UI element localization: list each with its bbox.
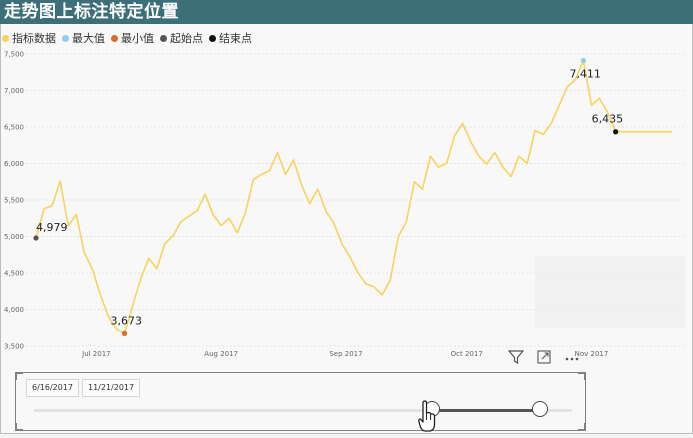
hand-cursor-icon [418,400,436,438]
line-chart: 3,500 4,000 4,500 5,000 5,500 6,000 6,500 7,000… [4,51,686,358]
legend-label: 起始点 [170,32,203,45]
filter-icon[interactable] [505,347,527,367]
legend-label: 结束点 [219,32,252,45]
visual-header [505,347,583,367]
y-tick-label: 6,500 [4,124,24,132]
x-tick-label: Aug 2017 [204,350,238,358]
tooltip-ghost [535,256,685,328]
slider-track[interactable] [34,409,572,412]
resize-handle[interactable] [578,423,586,431]
legend-marker-icon [160,34,167,42]
min-point-marker [121,330,128,336]
legend-item[interactable]: 起始点 [160,30,203,46]
more-options-icon[interactable] [561,347,583,367]
slider-selected-range [432,409,540,412]
max-data-label: 7,411 [569,67,601,80]
resize-handle[interactable] [15,372,23,380]
x-tick-label: Sep 2017 [329,350,362,358]
legend-label: 最小值 [121,32,154,45]
legend-marker-icon [2,34,9,42]
title-bar: 走势图上标注特定位置 [0,0,693,24]
end-date-input[interactable]: 11/21/2017 [82,379,141,397]
end-data-label: 6,435 [592,113,624,126]
y-tick-label: 3,500 [4,343,24,351]
legend-label: 最大值 [72,32,105,45]
x-tick-label: Oct 2017 [451,350,483,358]
focus-mode-icon[interactable] [533,347,555,367]
legend-marker-icon [209,34,216,42]
resize-handle[interactable] [578,372,586,380]
x-tick-label: Nov 2017 [575,350,609,358]
legend-label: 指标数据 [12,32,56,45]
y-tick-label: 7,000 [4,87,24,95]
start-data-label: 4,979 [36,221,68,234]
y-tick-label: 4,000 [4,306,24,314]
end-point-marker [613,129,619,135]
legend-item[interactable]: 结束点 [209,30,252,46]
y-tick-label: 7,500 [4,51,24,59]
resize-handle[interactable] [15,423,23,431]
y-tick-label: 4,500 [4,270,24,278]
x-tick-label: Jul 2017 [81,350,111,358]
start-point-marker [33,235,39,241]
legend-item[interactable]: 指标数据 [2,30,56,46]
max-point-marker [580,57,587,64]
legend-item[interactable]: 最大值 [62,30,105,46]
chart-legend: 指标数据 最大值 最小值 起始点 结束点 [2,30,258,46]
y-tick-label: 6,000 [4,160,24,168]
start-date-input[interactable]: 6/16/2017 [26,379,80,397]
y-tick-label: 5,000 [4,233,24,241]
series-line [35,59,672,335]
chart-title: 走势图上标注特定位置 [4,2,179,22]
date-range-slicer: 6/16/2017 11/21/2017 [15,372,586,431]
y-tick-label: 5,500 [4,197,24,205]
legend-marker-icon [62,34,69,42]
legend-marker-icon [111,34,118,42]
min-data-label: 3,673 [111,314,143,327]
slider-end-handle[interactable] [531,401,548,417]
legend-item[interactable]: 最小值 [111,30,154,46]
